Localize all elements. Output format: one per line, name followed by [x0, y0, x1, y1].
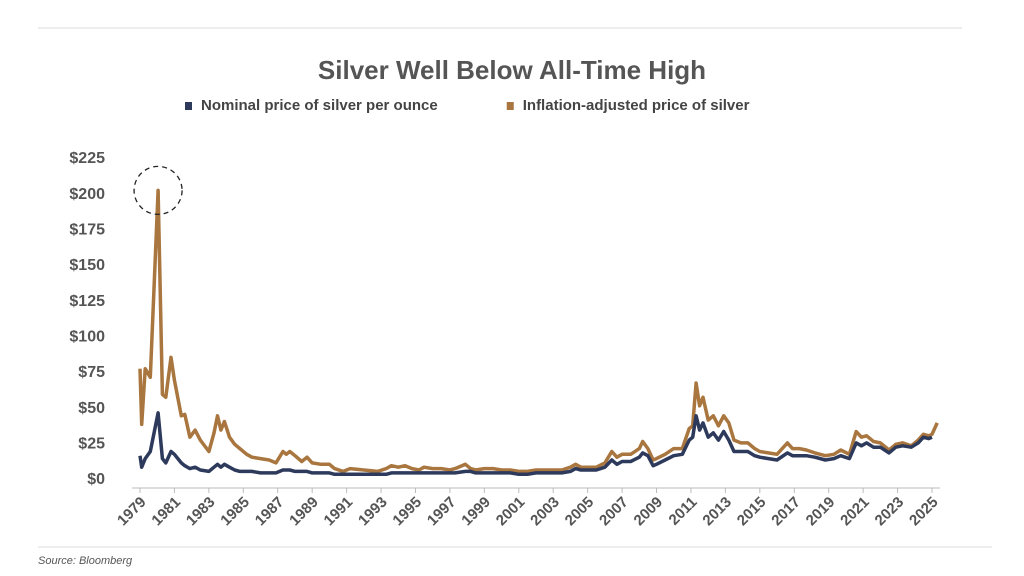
- y-tick-label: $0: [87, 471, 105, 488]
- x-tick-label: 2019: [803, 494, 839, 530]
- legend-label: Inflation-adjusted price of silver: [523, 97, 750, 114]
- y-tick-label: $50: [78, 400, 105, 417]
- series-line: [138, 188, 939, 474]
- x-tick-label: 1997: [424, 494, 460, 530]
- y-tick-label: $75: [78, 364, 105, 381]
- chart-title: Silver Well Below All-Time High: [318, 55, 706, 85]
- x-tick-label: 1995: [389, 494, 425, 530]
- x-tick-label: 2007: [596, 494, 632, 530]
- y-tick-label: $200: [69, 186, 105, 203]
- x-tick-label: 2003: [527, 494, 563, 530]
- y-tick-label: $150: [69, 257, 105, 274]
- x-tick-label: 1983: [183, 494, 219, 530]
- x-tick-label: 1985: [217, 494, 253, 530]
- source: Source: Bloomberg: [38, 555, 133, 567]
- x-tick-label: 1981: [148, 494, 184, 530]
- x-tick-label: 2017: [768, 494, 804, 530]
- y-tick-label: $25: [78, 436, 105, 453]
- legend-swatch: [506, 102, 514, 110]
- x-tick-label: 1993: [355, 494, 391, 530]
- y-tick-label: $100: [69, 329, 105, 346]
- x-tick-label: 2015: [734, 494, 770, 530]
- legend-swatch: [185, 102, 192, 110]
- x-tick-label: 2005: [562, 494, 598, 530]
- x-tick-label: 2025: [906, 494, 942, 530]
- x-tick-label: 1989: [286, 494, 322, 530]
- y-tick-label: $225: [69, 150, 105, 167]
- x-tick-label: 2011: [666, 494, 701, 529]
- x-tick-label: 1999: [458, 494, 494, 530]
- x-tick-label: 1979: [114, 494, 150, 530]
- x-tick-label: 2009: [631, 494, 667, 530]
- legend-label: Nominal price of silver per ounce: [201, 97, 438, 114]
- x-tick-label: 2021: [837, 494, 873, 530]
- series-line: [138, 411, 933, 477]
- x-tick-label: 1987: [252, 494, 288, 530]
- peak-highlight: [133, 165, 183, 216]
- x-tick-label: 2013: [699, 494, 735, 530]
- y-tick-label: $125: [69, 293, 105, 310]
- x-tick-label: 2023: [872, 494, 908, 530]
- y-tick-label: $175: [69, 222, 105, 239]
- x-tick-label: 1991: [321, 494, 357, 530]
- x-tick-label: 2001: [493, 494, 529, 530]
